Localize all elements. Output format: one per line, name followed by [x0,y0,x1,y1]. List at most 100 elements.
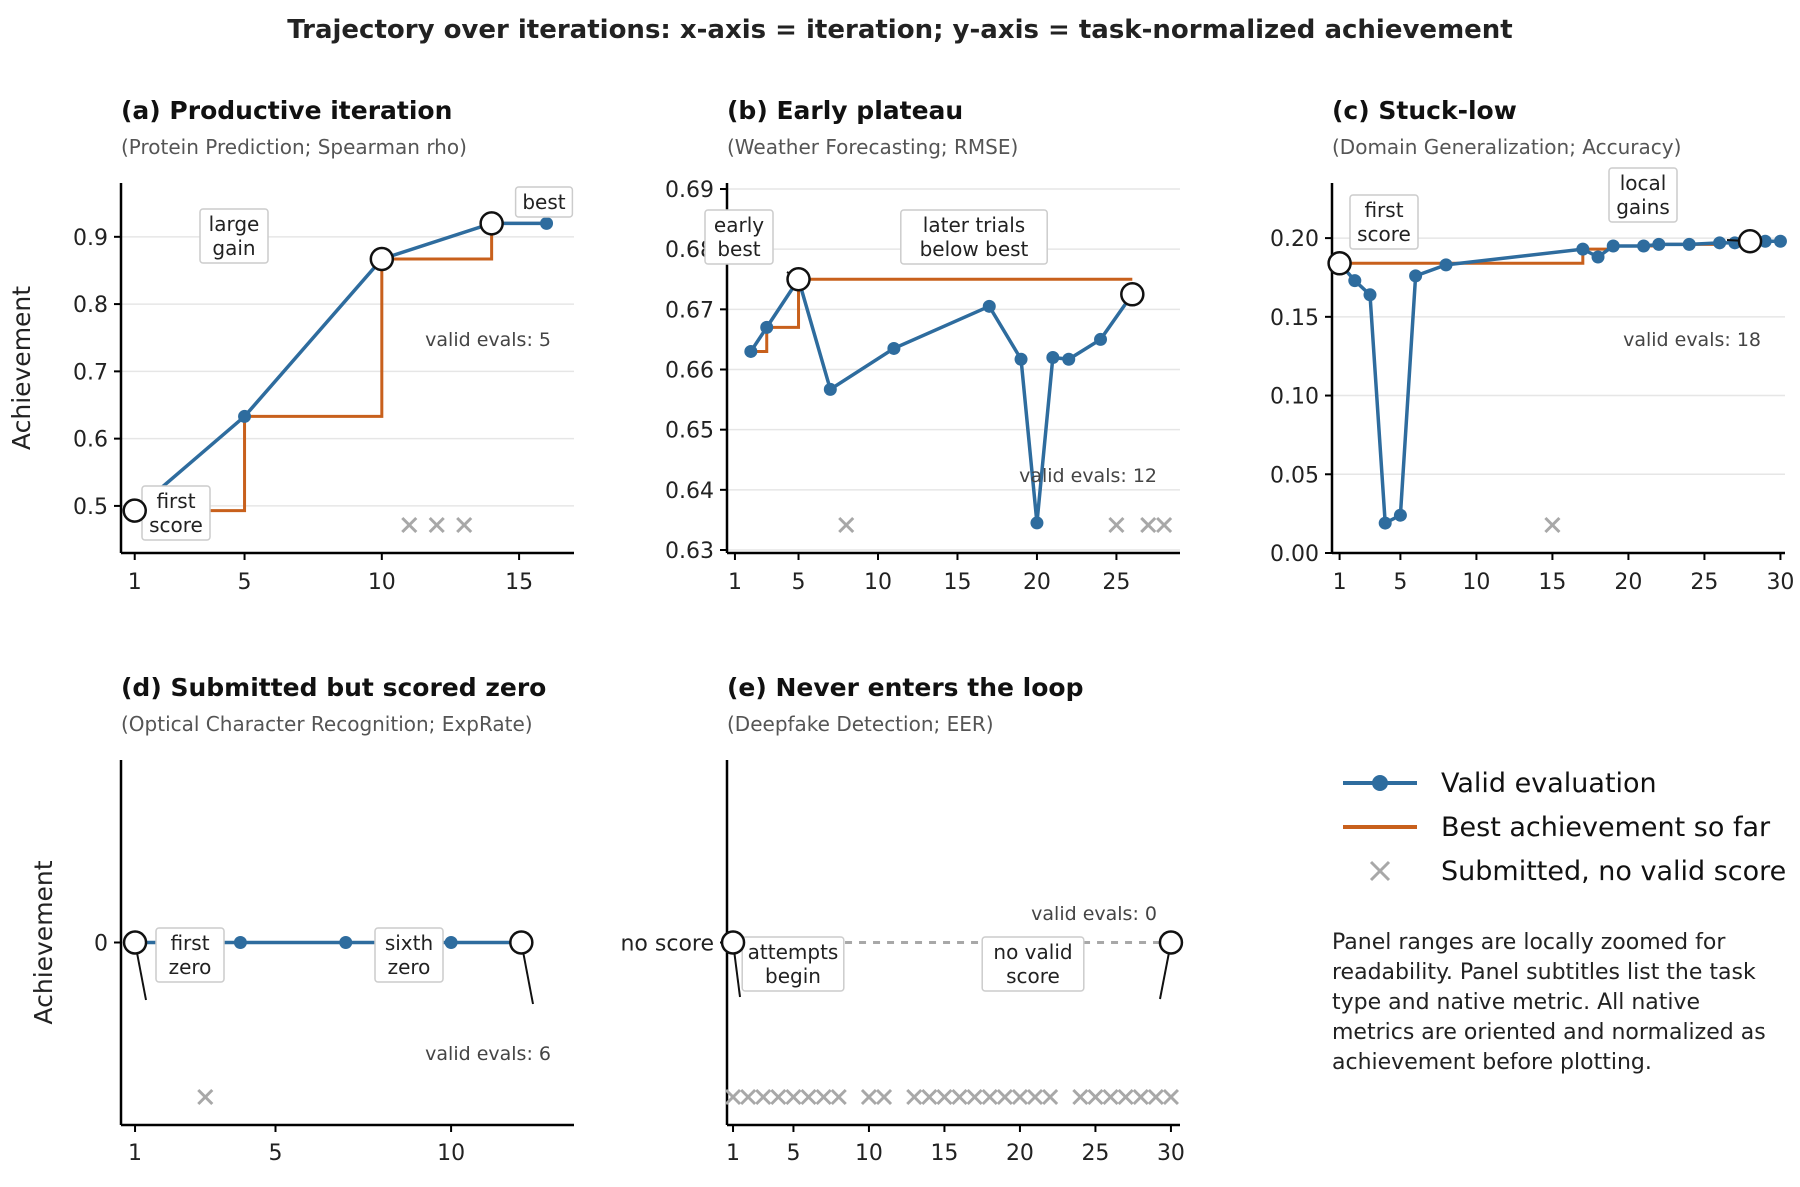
highlight-circle-d-0 [122,930,148,955]
valid-point-b-8 [1046,350,1060,364]
annotation-box-b-0 [704,209,774,265]
annotation-text-e-0-0: attempts [748,940,839,964]
valid-point-b-4 [887,341,901,355]
valid-point-b-9 [1062,352,1076,366]
failed-mark-e-9-stroke-b [875,1088,893,1106]
x-tick-label-e-2: 10 [855,1141,883,1166]
failed-mark-e-6 [815,1088,832,1106]
annotation-text-b-1-0: later trials [923,213,1025,237]
failed-mark-d-0-stroke-b [197,1088,214,1106]
failed-mark-e-11-stroke-b [921,1088,938,1106]
legend-failed-marker [1369,860,1391,882]
annotation-box-a-2 [514,186,574,218]
valid-point-c-6 [1439,258,1453,272]
legend-failed-marker-stroke-b [1369,860,1391,882]
failed-mark-e-16 [996,1088,1013,1106]
failed-mark-e-3 [770,1088,787,1106]
valid-point-a-4 [540,216,554,230]
valid-point-b-6 [1014,352,1028,366]
valid-count-a: valid evals: 5 [425,329,551,351]
panel-e-subtitle: (Deepfake Detection; EER) [727,712,994,736]
valid-count-b: valid evals: 12 [1019,465,1157,487]
failed-mark-e-22-stroke-b [1102,1088,1119,1106]
valid-point-c-7 [1576,242,1590,256]
annotation-text-a-2-0: best [522,190,565,214]
valid-line-c [1338,239,1781,526]
annotation-text-c-1-1: gains [1616,195,1670,219]
failed-mark-e-1 [740,1088,757,1106]
failed-mark-e-21 [1087,1088,1104,1106]
highlight-circle-d-1 [509,930,534,955]
failed-mark-e-1-stroke-b [740,1088,757,1106]
failed-mark-e-25-stroke-b [1147,1088,1164,1106]
failed-mark-b-0-stroke-b [838,516,855,534]
y-tick-label-b-4: 0.67 [665,298,714,323]
highlight-circle-e-1 [1158,930,1184,955]
x-tick-label-a-0: 1 [128,570,142,595]
failed-mark-e-13 [951,1088,968,1106]
failed-mark-e-10-stroke-b [906,1088,923,1106]
valid-count-c: valid evals: 18 [1623,329,1761,351]
annotation-text-d-1-0: sixth [385,931,433,955]
failed-mark-e-24-stroke-b [1132,1088,1149,1106]
y-tick-label-e-0: no score [620,932,714,957]
x-tick-label-b-5: 25 [1102,570,1130,595]
failed-mark-e-19 [1042,1088,1059,1106]
failed-mark-c-0 [1544,516,1561,534]
failed-mark-e-17-stroke-b [1011,1088,1029,1106]
valid-point-c-4 [1393,508,1407,522]
panel-d: (d) Submitted but scored zero (Optical Ch… [29,673,574,1166]
failed-mark-e-23 [1117,1088,1134,1106]
failed-mark-e-17 [1011,1088,1029,1106]
y-tick-label-b-0: 0.63 [665,539,714,564]
x-tick-label-b-2: 10 [864,570,892,595]
x-tick-label-d-1: 5 [269,1141,283,1166]
y-tick-label-a-4: 0.9 [73,226,108,251]
annotation-box-c-0 [1349,194,1419,250]
annotation-text-a-1-1: gain [212,236,255,260]
failed-mark-e-21-stroke-b [1087,1088,1104,1106]
valid-point-b-1 [760,320,774,334]
highlight-circle-a-2 [479,211,504,236]
x-tick-label-b-3: 15 [943,570,971,595]
annotation-box-d-0 [155,927,225,983]
y-tick-label-b-6: 0.69 [665,178,714,203]
valid-point-d-2 [233,936,247,949]
failed-mark-e-11 [921,1088,938,1106]
x-tick-label-e-0: 1 [726,1141,740,1166]
y-axis-label-a: Achievement [7,286,36,450]
failed-mark-e-3-stroke-b [770,1088,787,1106]
valid-point-c-16 [1758,234,1772,248]
valid-point-c-12 [1682,237,1696,251]
annotation-box-e-1 [981,936,1085,992]
x-tick-label-a-2: 10 [368,570,396,595]
failed-mark-e-2 [755,1088,772,1106]
highlight-circle-b-0 [786,267,811,292]
failed-mark-e-20-stroke-b [1072,1088,1089,1106]
annotation-text-a-0-0: first [156,489,195,513]
annotation-box-b-1 [900,209,1048,265]
x-tick-label-a-1: 5 [238,570,252,595]
legend-label-2: Submitted, no valid score [1441,856,1786,887]
x-tick-label-b-0: 1 [728,570,742,595]
y-tick-label-c-1: 0.05 [1270,463,1319,488]
x-tick-label-c-0: 1 [1333,570,1347,595]
x-tick-label-c-3: 15 [1538,570,1566,595]
y-tick-label-b-3: 0.66 [665,359,714,384]
valid-point-c-2 [1363,288,1377,302]
failed-mark-e-0-stroke-b [724,1088,742,1106]
failed-mark-e-2-stroke-b [755,1088,772,1106]
y-tick-label-d-0: 0 [94,932,108,957]
valid-point-c-9 [1606,239,1620,253]
x-tick-label-c-1: 5 [1393,570,1407,595]
failed-mark-e-23-stroke-b [1117,1088,1134,1106]
failed-mark-e-14-stroke-b [966,1088,983,1106]
x-tick-label-d-2: 10 [437,1141,465,1166]
panel-b-title: (b) Early plateau [727,96,963,125]
failed-mark-a-2-stroke-b [428,516,445,534]
valid-point-c-10 [1637,239,1651,253]
failed-mark-e-15-stroke-b [981,1088,998,1106]
y-tick-label-b-1: 0.64 [665,479,714,504]
failed-mark-b-2 [1140,516,1157,534]
annotation-text-a-1-0: large [209,212,260,236]
